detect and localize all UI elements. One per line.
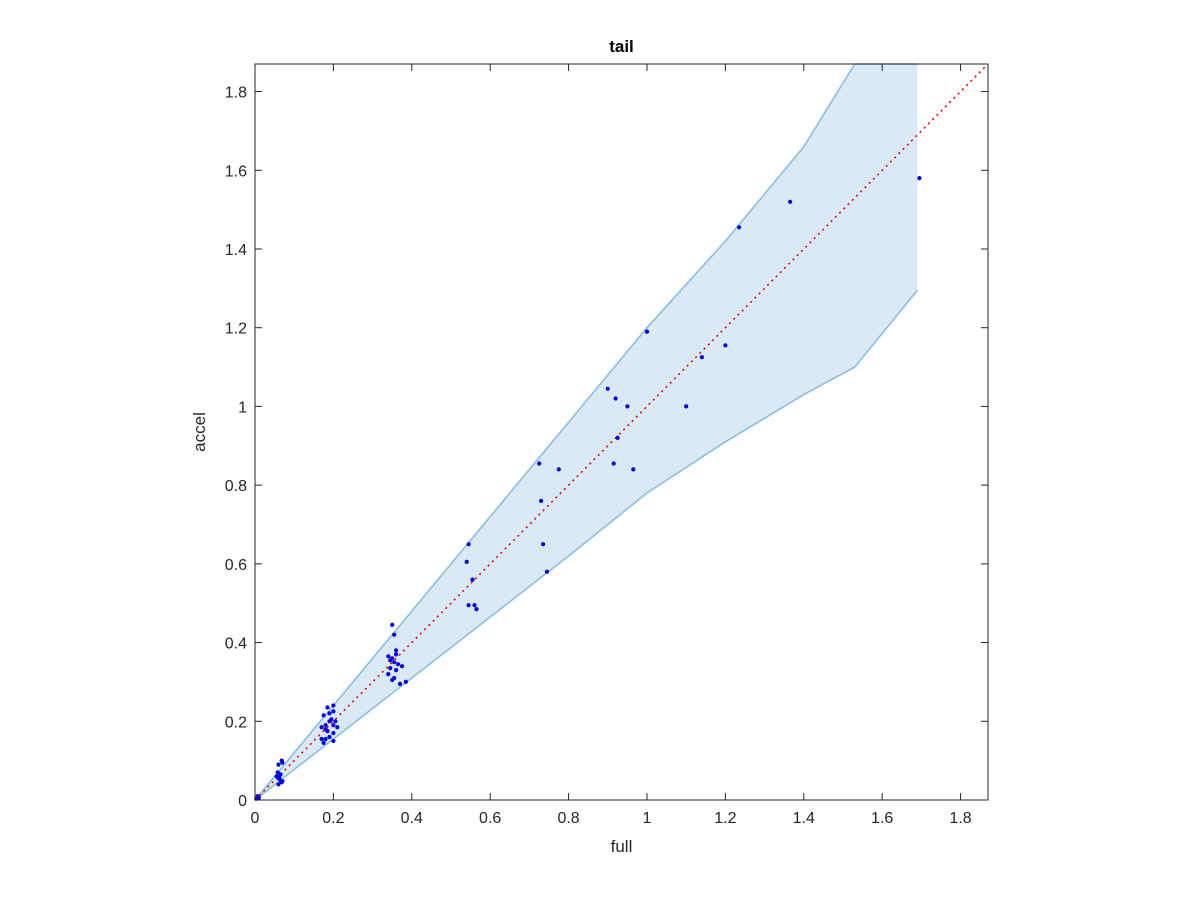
data-point-61 — [544, 569, 550, 574]
data-point-50 — [386, 672, 391, 677]
data-point-12 — [274, 774, 279, 779]
data-point-63 — [605, 386, 610, 391]
data-point-7 — [275, 770, 280, 775]
data-point-27 — [327, 734, 332, 740]
data-point-43 — [388, 666, 393, 671]
data-point-29 — [331, 738, 336, 744]
data-point-48 — [397, 681, 403, 687]
data-point-44 — [394, 668, 399, 673]
chart-title: tail — [609, 37, 634, 56]
confidence-band-fill — [255, 64, 918, 800]
data-point-65 — [615, 435, 620, 440]
data-point-46 — [399, 664, 405, 669]
y-tick-label: 1.2 — [225, 321, 247, 338]
data-point-71 — [699, 355, 705, 360]
data-point-2 — [256, 795, 261, 800]
data-point-18 — [325, 705, 330, 710]
data-point-24 — [319, 725, 324, 730]
data-point-39 — [394, 652, 399, 657]
x-tick-label: 1.8 — [949, 810, 971, 827]
y-axis-ticks: 0 0.2 0.4 0.6 0.8 1 1.2 1.4 1.6 1.8 — [225, 85, 988, 810]
y-tick-label: 1 — [238, 399, 247, 416]
data-point-54 — [470, 577, 475, 582]
data-point-17 — [331, 703, 336, 708]
x-tick-label: 0.2 — [322, 810, 344, 827]
data-point-69 — [644, 329, 650, 334]
data-point-3 — [276, 762, 281, 767]
confidence-band-lower-edge — [254, 289, 919, 801]
data-point-32 — [333, 719, 338, 724]
data-point-68 — [631, 467, 636, 472]
y-tick-label: 0.4 — [225, 636, 247, 653]
data-point-73 — [737, 225, 742, 230]
x-tick-label: 0 — [251, 810, 260, 827]
data-point-49 — [403, 679, 408, 685]
data-point-31 — [319, 736, 324, 742]
x-tick-label: 1.2 — [714, 810, 736, 827]
data-point-52 — [466, 542, 471, 547]
data-point-35 — [390, 622, 395, 628]
data-point-22 — [331, 723, 336, 728]
data-point-72 — [723, 343, 728, 348]
data-point-66 — [611, 461, 616, 466]
data-point-53 — [464, 559, 469, 565]
data-point-51 — [390, 677, 395, 683]
data-point-41 — [392, 660, 397, 665]
reference-diagonal-line — [254, 63, 989, 801]
data-point-59 — [539, 498, 544, 503]
data-point-58 — [537, 461, 542, 466]
data-point-26 — [331, 731, 336, 736]
data-point-74 — [788, 199, 793, 204]
data-point-5 — [280, 760, 285, 765]
y-tick-label: 0.2 — [225, 714, 247, 731]
x-tick-label: 1.6 — [871, 810, 893, 827]
x-axis-label: full — [611, 837, 633, 856]
data-point-13 — [279, 780, 284, 785]
data-point-45 — [396, 662, 401, 667]
data-point-33 — [335, 725, 340, 730]
data-point-60 — [541, 542, 546, 547]
y-tick-label: 1.8 — [225, 85, 247, 102]
data-point-40 — [388, 658, 393, 663]
data-point-55 — [466, 603, 471, 608]
y-axis-label: accel — [190, 412, 209, 452]
x-axis-ticks: 0 0.2 0.4 0.6 0.8 1 1.2 1.4 1.6 1.8 — [251, 64, 972, 827]
data-point-30 — [321, 740, 326, 746]
x-tick-label: 0.4 — [401, 810, 423, 827]
data-point-20 — [327, 711, 332, 716]
y-tick-label: 1.6 — [225, 163, 247, 180]
data-point-36 — [392, 632, 397, 637]
data-point-28 — [323, 736, 328, 742]
y-tick-label: 0.8 — [225, 478, 247, 495]
data-point-25 — [325, 729, 330, 734]
data-point-37 — [386, 654, 391, 659]
data-point-62 — [556, 467, 561, 472]
y-tick-label: 0 — [238, 793, 247, 810]
data-point-14 — [276, 782, 281, 787]
y-tick-label: 0.6 — [225, 557, 247, 574]
band-layer — [254, 63, 919, 801]
data-point-21 — [329, 717, 334, 722]
data-point-67 — [625, 404, 630, 409]
x-tick-label: 0.6 — [479, 810, 501, 827]
x-tick-label: 1 — [643, 810, 652, 827]
data-point-70 — [684, 404, 689, 409]
data-points — [254, 176, 922, 801]
plot-area-frame — [254, 63, 989, 801]
data-point-42 — [394, 648, 399, 653]
y-tick-label: 1.4 — [225, 242, 247, 259]
data-point-34 — [331, 709, 336, 714]
data-point-75 — [917, 176, 922, 181]
data-point-64 — [613, 396, 618, 401]
data-point-57 — [474, 607, 479, 612]
data-point-23 — [323, 723, 328, 728]
data-point-19 — [321, 713, 326, 718]
x-tick-label: 1.4 — [793, 810, 815, 827]
data-point-56 — [472, 603, 477, 608]
confidence-band-upper-edge — [254, 63, 918, 801]
x-tick-label: 0.8 — [557, 810, 579, 827]
